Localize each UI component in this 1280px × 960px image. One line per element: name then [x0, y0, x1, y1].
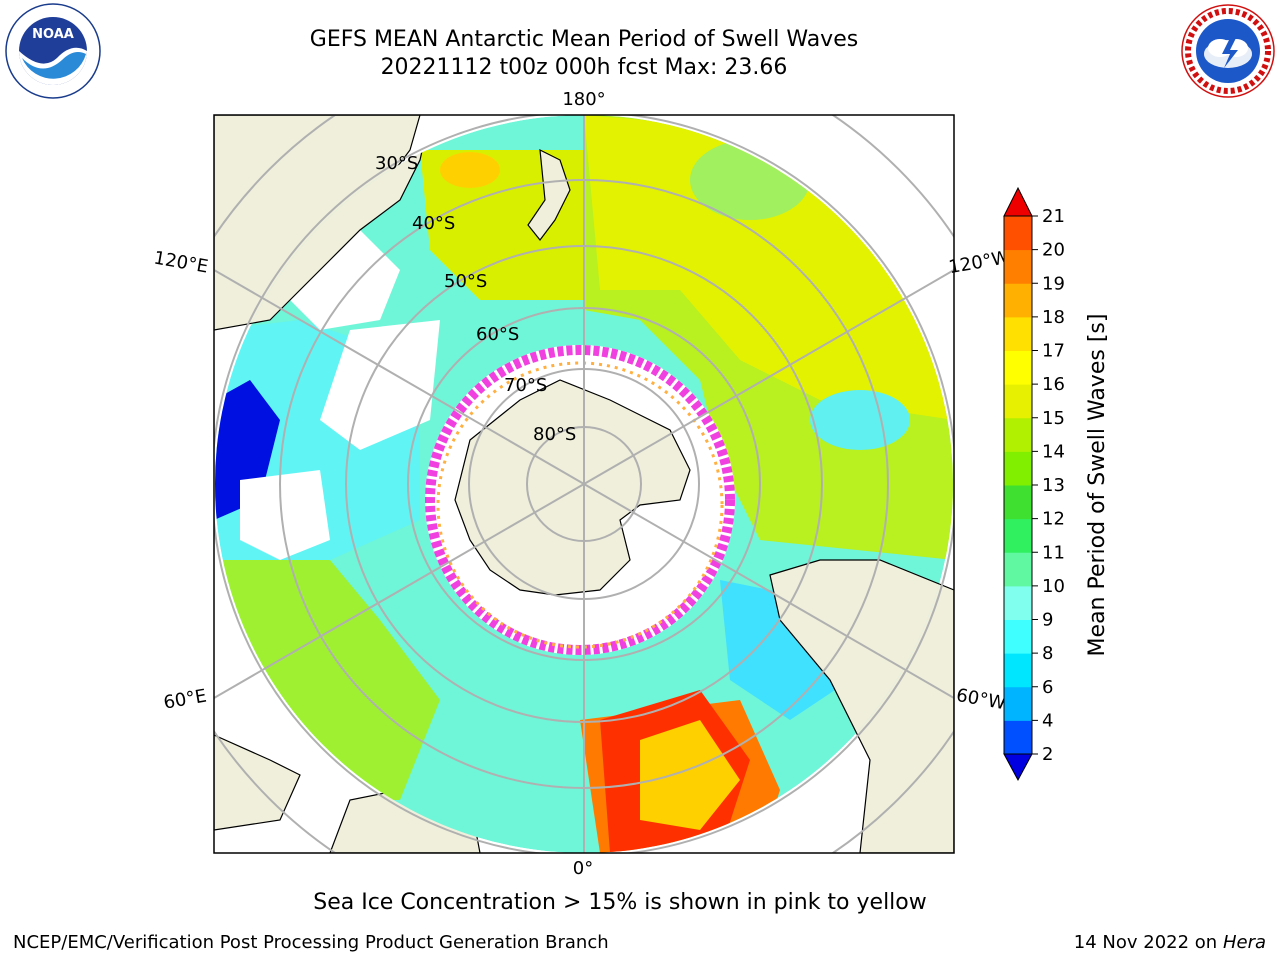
colorbar-tick-label: 6: [1042, 677, 1053, 698]
colorbar-tick-label: 18: [1042, 307, 1065, 328]
colorbar-bin: [1004, 518, 1032, 553]
lat-label-30s: 30°S: [375, 153, 418, 174]
colorbar-bin: [1004, 283, 1032, 318]
latitude-labels: 30°S 40°S 50°S 60°S 70°S 80°S: [375, 153, 576, 445]
lon-label-60w: 60°W: [955, 685, 1008, 714]
lon-label-120e: 120°E: [152, 247, 210, 277]
colorbar-bin: [1004, 720, 1032, 755]
colorbar-bin: [1004, 384, 1032, 419]
colorbar-bin: [1004, 451, 1032, 486]
footer-date-text: 14 Nov 2022 on: [1073, 932, 1218, 953]
colorbar-tick-label: 12: [1042, 509, 1065, 530]
colorbar-tick-label: 2: [1042, 744, 1053, 765]
colorbar-tick-label: 4: [1042, 710, 1053, 731]
noaa-logo-text: NOAA: [32, 27, 74, 42]
lon-label-120w: 120°W: [947, 247, 1011, 278]
lon-label-180: 180°: [562, 89, 605, 110]
colorbar-tick-label: 17: [1042, 341, 1065, 362]
map-frame: [213, 114, 955, 854]
colorbar-bin: [1004, 216, 1032, 251]
colorbar-bin: [1004, 316, 1032, 351]
colorbar-label: Mean Period of Swell Waves [s]: [1085, 314, 1110, 657]
colorbar-tick-label: 8: [1042, 643, 1053, 664]
colorbar-tick-label: 19: [1042, 273, 1065, 294]
colorbar-bin: [1004, 686, 1032, 721]
colorbar: 2 4 6 8 9 10 11 12 13 14 15 16 17 18 19 20 21: [1003, 186, 1065, 782]
colorbar-over-extension: [1003, 186, 1033, 217]
sea-ice-note: Sea Ice Concentration > 15% is shown in …: [313, 890, 927, 915]
lon-label-0: 0°: [573, 858, 593, 879]
colorbar-tick-label: 14: [1042, 441, 1065, 462]
colorbar-tick-label: 15: [1042, 408, 1065, 429]
colorbar-bin: [1004, 249, 1032, 284]
chart-subtitle: 20221112 t00z 000h fcst Max: 23.66: [380, 55, 788, 80]
colorbar-bin: [1004, 350, 1032, 385]
lat-label-40s: 40°S: [412, 213, 455, 234]
colorbar-bin: [1004, 585, 1032, 620]
colorbar-tick-label: 11: [1042, 542, 1065, 563]
colorbar-tick-label: 20: [1042, 240, 1065, 261]
colorbar-under-extension: [1003, 753, 1033, 782]
colorbar-tick-label: 10: [1042, 576, 1065, 597]
graticule: [214, 115, 954, 853]
chart-title: GEFS MEAN Antarctic Mean Period of Swell…: [309, 27, 859, 52]
nws-logo: [1181, 4, 1275, 98]
lat-label-60s: 60°S: [476, 324, 519, 345]
colorbar-bin: [1004, 552, 1032, 587]
colorbar-tick-label: 21: [1042, 206, 1065, 227]
colorbar-bin: [1004, 417, 1032, 452]
lat-label-50s: 50°S: [444, 271, 487, 292]
colorbar-bin: [1004, 619, 1032, 654]
footer-credit: NCEP/EMC/Verification Post Processing Pr…: [13, 932, 609, 953]
lat-label-70s: 70°S: [504, 375, 547, 396]
footer-host: Hera: [1222, 932, 1266, 953]
colorbar-tick-label: 16: [1042, 374, 1065, 395]
lat-label-80s: 80°S: [533, 424, 576, 445]
colorbar-bin: [1004, 485, 1032, 520]
colorbar-tick-label: 13: [1042, 475, 1065, 496]
colorbar-tick-label: 9: [1042, 610, 1053, 631]
colorbar-bin: [1004, 653, 1032, 688]
footer-date: 14 Nov 2022 on Hera: [1074, 932, 1266, 953]
noaa-logo: NOAA: [5, 3, 101, 99]
lon-label-60e: 60°E: [162, 685, 208, 713]
